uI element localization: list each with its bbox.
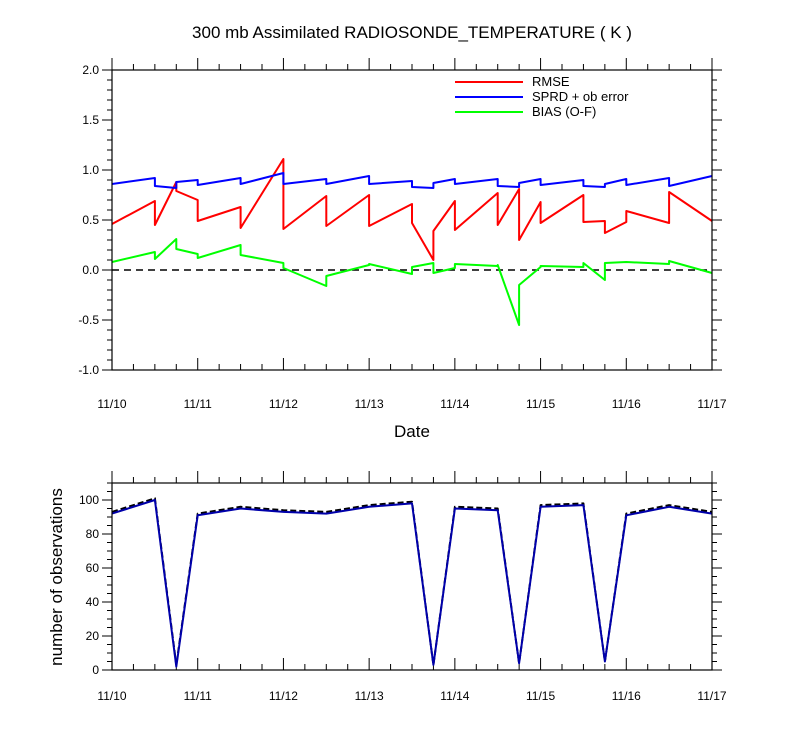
y-tick-label: 80	[86, 527, 100, 541]
legend-label: BIAS (O-F)	[532, 104, 596, 119]
x-tick-label: 11/10	[97, 689, 126, 703]
y-tick-label: 1.0	[82, 163, 99, 177]
bottom-series	[111, 497, 713, 668]
x-tick-label: 11/14	[440, 397, 469, 411]
top-ticks	[102, 58, 722, 371]
x-tick-label: 11/12	[269, 397, 298, 411]
x-axis-title: Date	[394, 422, 430, 441]
x-tick-label: 11/17	[697, 397, 726, 411]
x-tick-label: 11/12	[269, 689, 298, 703]
y-tick-label: 40	[86, 595, 100, 609]
y-tick-label: 0.0	[82, 263, 99, 277]
top-plot-frame	[111, 69, 713, 371]
top-tick-labels: 11/10 11/11 11/12 11/13 11/14 11/15 11/16 11/17…	[78, 63, 727, 411]
bottom-chart: 11/10 11/11 11/12 11/13 11/14 11/15 11/16 11/17…	[47, 471, 727, 703]
y-tick-label: -0.5	[78, 313, 99, 327]
x-tick-label: 11/16	[612, 689, 641, 703]
y-tick-label: 0	[92, 663, 99, 677]
x-tick-label: 11/14	[440, 689, 469, 703]
bottom-tick-labels: 11/10 11/11 11/12 11/13 11/14 11/15 11/16 11/17…	[79, 493, 727, 703]
y-tick-label: 20	[86, 629, 100, 643]
series-line	[111, 172, 713, 189]
series-line	[111, 499, 713, 668]
y-tick-label: -1.0	[78, 363, 99, 377]
y-tick-label: 1.5	[82, 113, 99, 127]
series-line	[111, 158, 713, 261]
y-axis-title: number of observations	[47, 488, 66, 666]
x-tick-label: 11/15	[526, 397, 555, 411]
top-chart: 300 mb Assimilated RADIOSONDE_TEMPERATUR…	[78, 23, 727, 441]
x-tick-label: 11/10	[97, 397, 126, 411]
x-tick-label: 11/11	[184, 689, 213, 703]
legend-label: SPRD + ob error	[532, 89, 629, 104]
y-tick-label: 2.0	[82, 63, 99, 77]
top-series	[111, 158, 713, 326]
series-line	[111, 238, 713, 326]
x-tick-label: 11/13	[355, 397, 384, 411]
x-tick-label: 11/13	[355, 689, 384, 703]
chart-title: 300 mb Assimilated RADIOSONDE_TEMPERATUR…	[192, 23, 632, 42]
series-line	[111, 497, 713, 666]
x-tick-label: 11/11	[184, 397, 213, 411]
x-tick-label: 11/17	[697, 689, 726, 703]
legend-label: RMSE	[532, 74, 570, 89]
bottom-plot-frame	[111, 482, 713, 671]
y-tick-label: 60	[86, 561, 100, 575]
y-tick-label: 0.5	[82, 213, 99, 227]
x-tick-label: 11/16	[612, 397, 641, 411]
x-tick-label: 11/15	[526, 689, 555, 703]
bottom-ticks	[102, 471, 722, 671]
y-tick-label: 100	[79, 493, 99, 507]
